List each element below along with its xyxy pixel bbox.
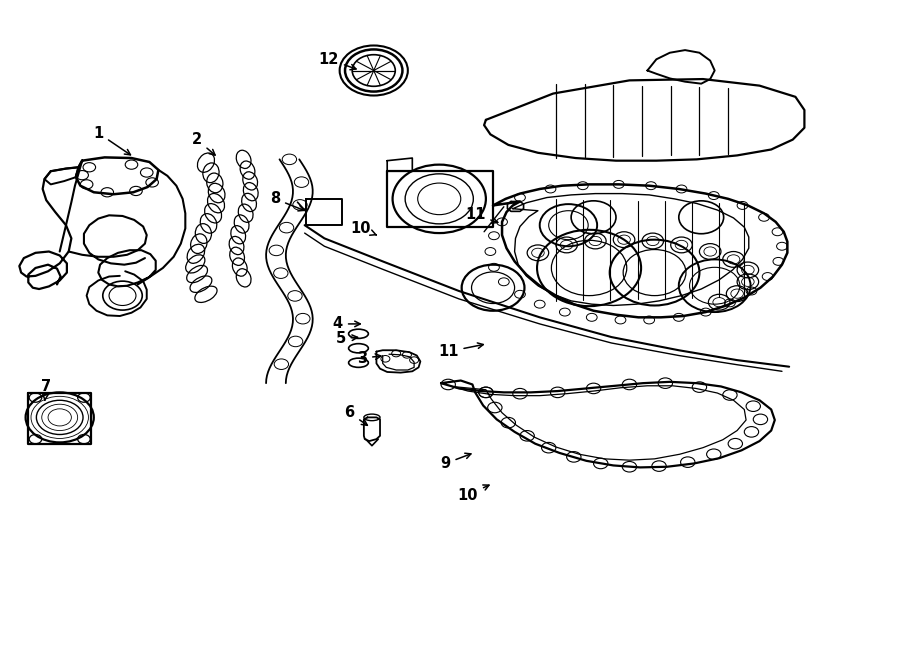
Text: 7: 7 bbox=[41, 379, 51, 400]
Text: 4: 4 bbox=[333, 317, 360, 331]
Text: 2: 2 bbox=[192, 132, 215, 155]
Text: 10: 10 bbox=[350, 221, 376, 236]
Text: 6: 6 bbox=[345, 405, 367, 425]
Text: 1: 1 bbox=[94, 126, 130, 155]
Text: 10: 10 bbox=[458, 485, 489, 502]
Text: 8: 8 bbox=[270, 191, 304, 211]
Text: 9: 9 bbox=[440, 453, 471, 471]
Text: 12: 12 bbox=[319, 52, 356, 70]
Text: 3: 3 bbox=[357, 350, 381, 366]
Text: 11: 11 bbox=[438, 343, 483, 359]
Text: 11: 11 bbox=[465, 207, 498, 223]
Text: 5: 5 bbox=[336, 331, 357, 346]
